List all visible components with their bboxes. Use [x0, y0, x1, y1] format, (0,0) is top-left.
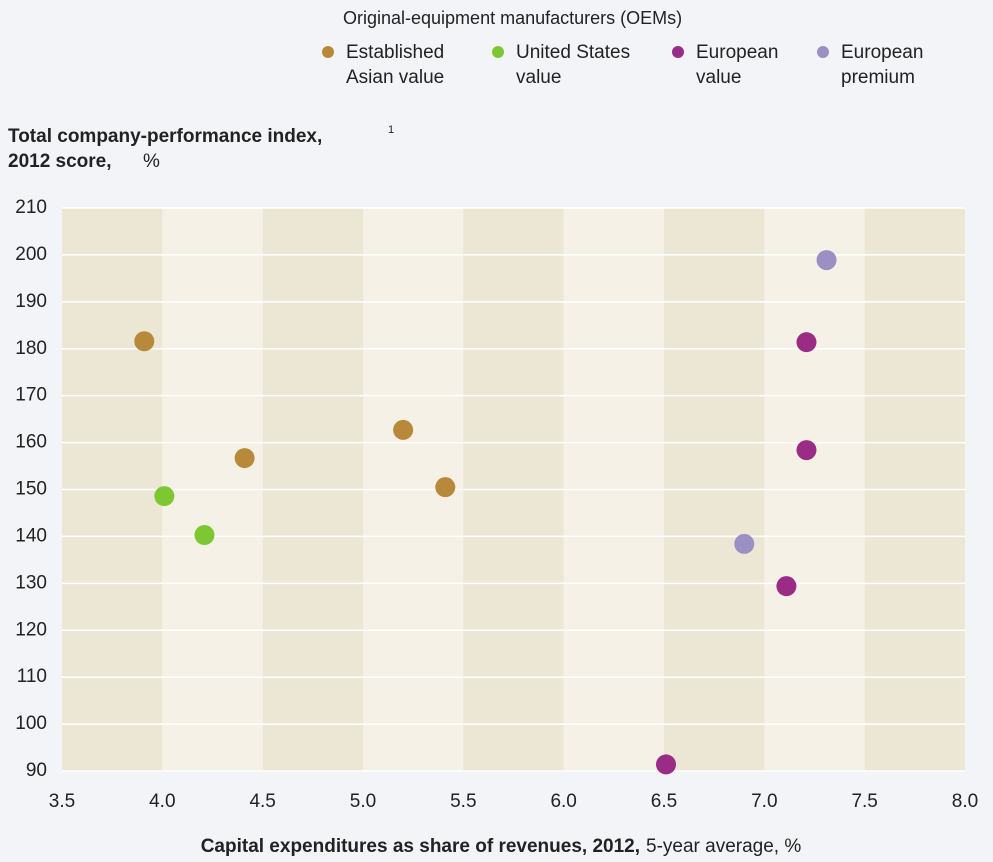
legend-marker — [492, 46, 504, 58]
data-point — [435, 477, 456, 498]
x-axis-label: Capital expenditures as share of revenue… — [201, 836, 640, 857]
y-tick-label: 100 — [15, 713, 47, 734]
y-tick-label: 120 — [15, 619, 47, 640]
data-point — [194, 525, 215, 546]
legend-item: United States value — [492, 40, 646, 90]
y-tick-label: 170 — [15, 385, 47, 406]
x-tick-label: 8.0 — [952, 791, 978, 812]
legend-item: European premium — [817, 40, 941, 90]
y-tick-label: 180 — [15, 338, 47, 359]
y-axis-label: 2012 score, — [8, 151, 112, 172]
data-point — [796, 332, 817, 353]
y-tick-label: 140 — [15, 525, 47, 546]
x-tick-label: 7.0 — [751, 791, 777, 812]
x-tick-label: 6.0 — [550, 791, 576, 812]
legend-marker — [672, 46, 684, 58]
legend-item: Established Asian value — [322, 40, 466, 90]
legend-label: United States value — [516, 42, 631, 88]
y-tick-label: 200 — [15, 244, 47, 265]
x-tick-label: 3.5 — [49, 791, 75, 812]
legend-label: European value — [696, 42, 779, 88]
x-tick-label: 5.5 — [450, 791, 476, 812]
legend-label: Established Asian value — [346, 42, 445, 88]
x-tick-label: 4.5 — [249, 791, 275, 812]
data-point — [816, 250, 837, 271]
legend-marker — [817, 46, 829, 58]
data-point — [234, 448, 255, 469]
legend-label: European premium — [841, 42, 924, 88]
y-axis-label: Total company-performance index, — [8, 126, 322, 147]
y-tick-label: 110 — [17, 666, 47, 687]
data-point — [776, 576, 797, 597]
x-tick-label: 4.0 — [149, 791, 175, 812]
y-axis-unit: % — [143, 151, 160, 172]
x-tick-label: 7.5 — [851, 791, 877, 812]
footnote-marker: 1 — [388, 124, 394, 136]
data-point — [656, 754, 677, 775]
y-tick-label: 210 — [15, 197, 47, 218]
y-tick-label: 150 — [15, 479, 47, 500]
y-tick-label: 130 — [15, 572, 47, 593]
data-point — [134, 331, 155, 352]
x-tick-label: 5.0 — [350, 791, 376, 812]
x-tick-label: 6.5 — [651, 791, 677, 812]
data-point — [734, 533, 755, 554]
legend: Established Asian value United States val… — [322, 40, 967, 90]
data-point — [393, 419, 414, 440]
legend-title: Original-equipment manufacturers (OEMs) — [343, 8, 683, 28]
legend-item: European value — [672, 40, 791, 90]
y-tick-label: 190 — [15, 291, 47, 312]
data-point — [154, 486, 175, 507]
data-point — [796, 440, 817, 461]
y-tick-label: 160 — [15, 432, 47, 453]
x-axis-label: 5-year average, % — [646, 836, 801, 857]
legend-marker — [322, 46, 334, 58]
y-tick-label: 90 — [26, 760, 47, 781]
